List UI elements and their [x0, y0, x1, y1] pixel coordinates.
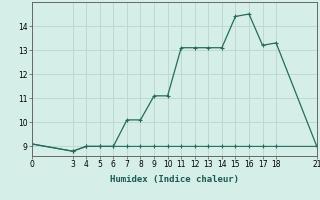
X-axis label: Humidex (Indice chaleur): Humidex (Indice chaleur) [110, 175, 239, 184]
